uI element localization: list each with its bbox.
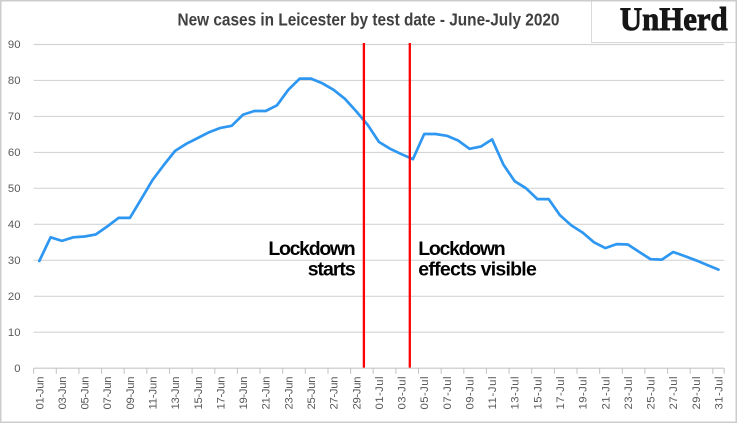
svg-text:11-Jun: 11-Jun — [148, 377, 160, 410]
svg-text:03-Jun: 03-Jun — [57, 377, 69, 410]
svg-text:09-Jul: 09-Jul — [465, 377, 477, 410]
svg-text:70: 70 — [8, 111, 21, 123]
svg-text:80: 80 — [8, 75, 21, 87]
svg-text:30: 30 — [8, 255, 21, 267]
svg-text:29-Jun: 29-Jun — [351, 377, 363, 410]
svg-text:10: 10 — [8, 327, 21, 339]
svg-text:01-Jun: 01-Jun — [34, 377, 46, 410]
svg-text:effects visible: effects visible — [418, 259, 537, 281]
svg-text:15-Jun: 15-Jun — [193, 377, 205, 410]
svg-text:19-Jun: 19-Jun — [238, 377, 250, 410]
svg-text:Lockdown: Lockdown — [418, 238, 505, 260]
svg-text:05-Jun: 05-Jun — [80, 377, 92, 410]
svg-text:03-Jul: 03-Jul — [397, 377, 409, 410]
svg-text:07-Jul: 07-Jul — [442, 377, 454, 410]
svg-text:27-Jun: 27-Jun — [329, 377, 341, 410]
svg-text:09-Jun: 09-Jun — [125, 377, 137, 410]
svg-text:UnHerd: UnHerd — [620, 2, 728, 38]
svg-text:40: 40 — [8, 219, 21, 231]
svg-text:23-Jun: 23-Jun — [283, 377, 295, 410]
svg-text:17-Jun: 17-Jun — [215, 377, 227, 410]
svg-text:60: 60 — [8, 147, 21, 159]
svg-text:21-Jul: 21-Jul — [600, 377, 612, 410]
svg-text:Lockdown: Lockdown — [268, 238, 355, 260]
svg-text:starts: starts — [308, 259, 356, 281]
svg-text:01-Jul: 01-Jul — [374, 377, 386, 410]
svg-text:20: 20 — [8, 291, 21, 303]
svg-text:19-Jul: 19-Jul — [578, 377, 590, 410]
svg-text:31-Jul: 31-Jul — [714, 377, 726, 410]
svg-text:90: 90 — [8, 39, 21, 51]
svg-text:27-Jul: 27-Jul — [668, 377, 680, 410]
svg-text:21-Jun: 21-Jun — [261, 377, 273, 410]
svg-text:13-Jul: 13-Jul — [510, 377, 522, 410]
svg-text:13-Jun: 13-Jun — [170, 377, 182, 410]
svg-text:23-Jul: 23-Jul — [623, 377, 635, 410]
svg-text:11-Jul: 11-Jul — [487, 377, 499, 410]
svg-text:50: 50 — [8, 183, 21, 195]
svg-text:17-Jul: 17-Jul — [555, 377, 567, 410]
svg-text:New cases in Leicester by test: New cases in Leicester by test date - Ju… — [178, 10, 560, 30]
svg-text:05-Jul: 05-Jul — [419, 377, 431, 410]
svg-text:0: 0 — [14, 363, 20, 375]
svg-text:25-Jun: 25-Jun — [306, 377, 318, 410]
svg-text:25-Jul: 25-Jul — [646, 377, 658, 410]
svg-text:07-Jun: 07-Jun — [102, 377, 114, 410]
svg-text:29-Jul: 29-Jul — [691, 377, 703, 410]
svg-text:15-Jul: 15-Jul — [532, 377, 544, 410]
